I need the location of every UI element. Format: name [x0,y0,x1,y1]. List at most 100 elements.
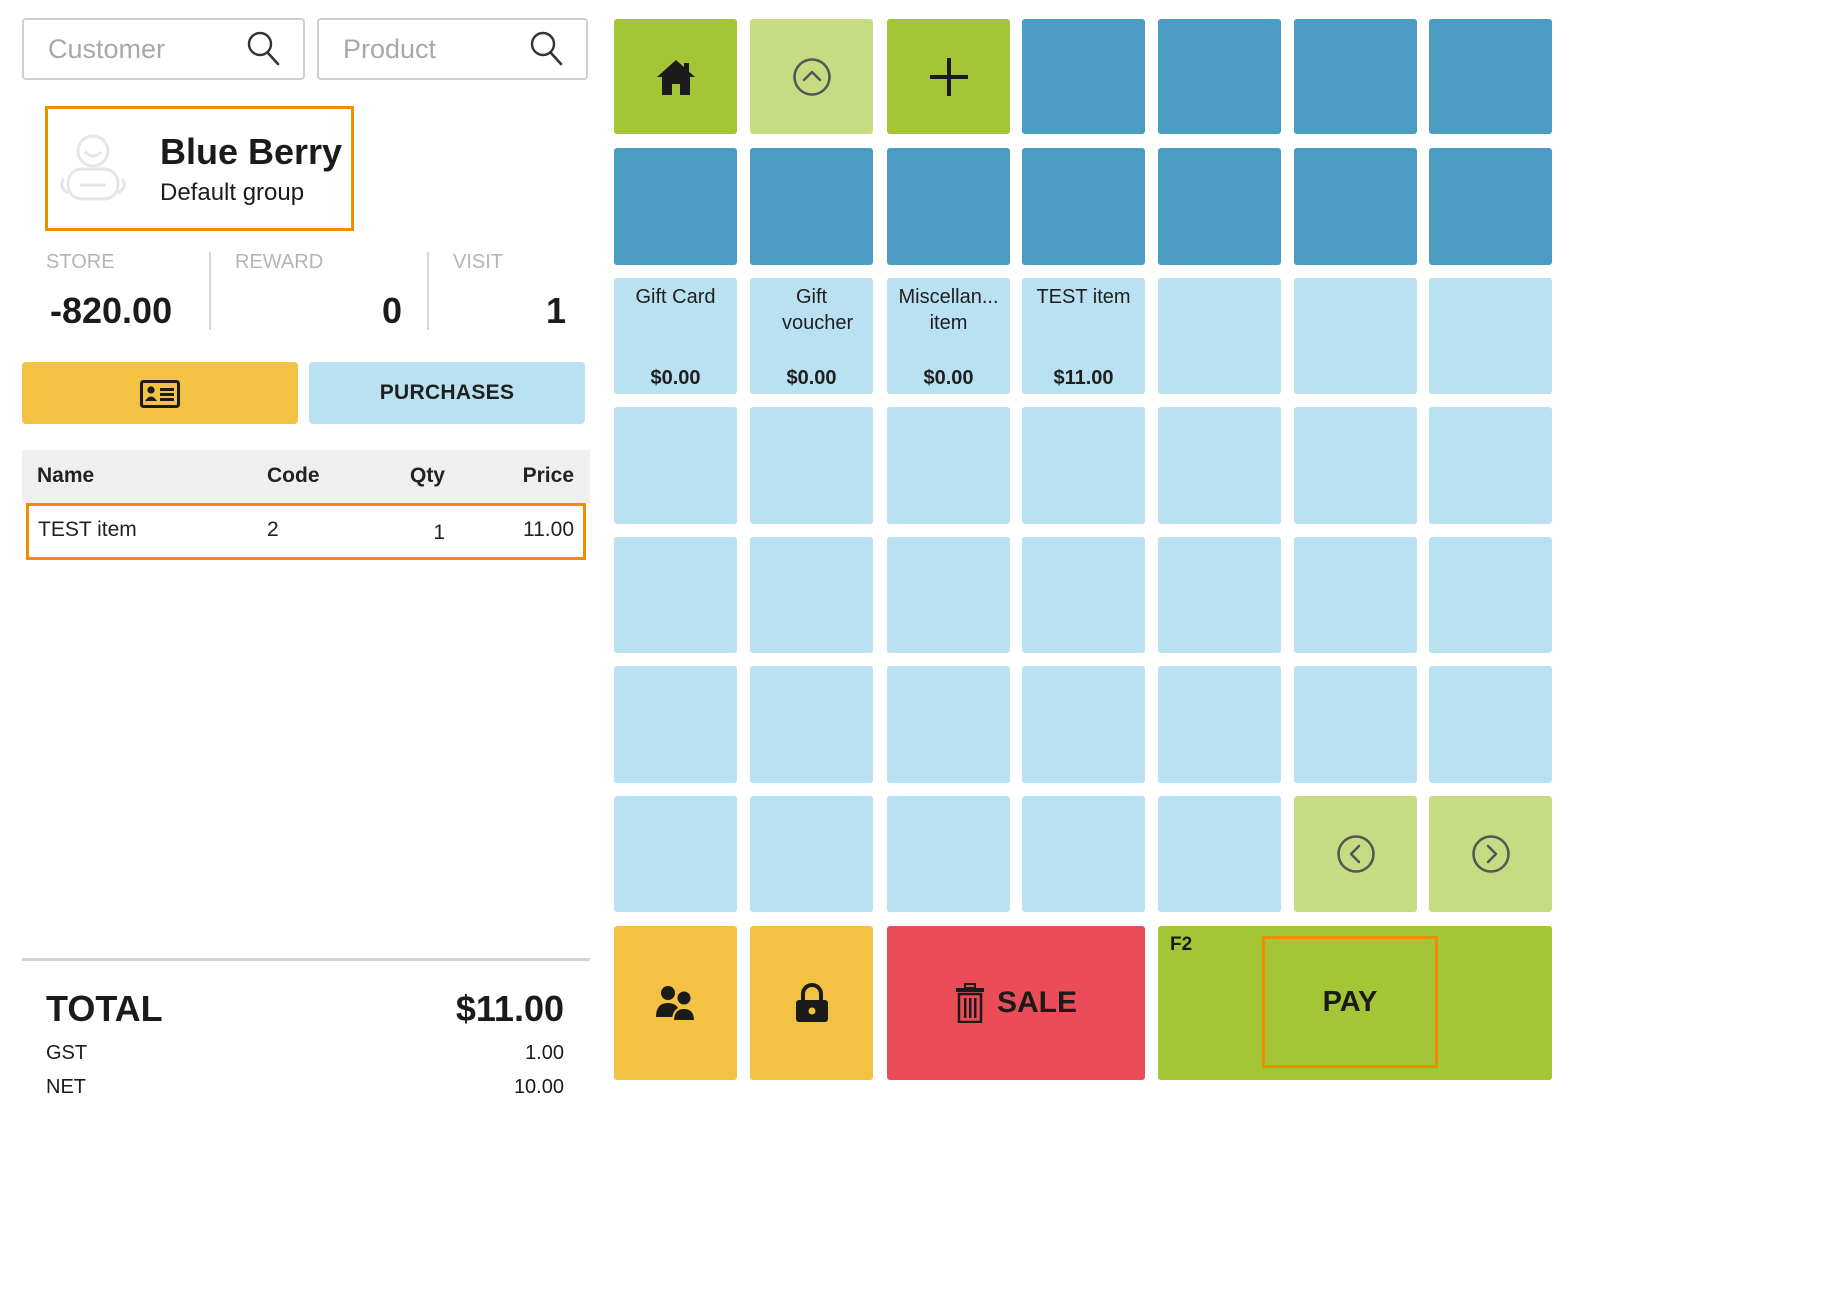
product-search-field[interactable]: Product [317,18,588,80]
empty-tile[interactable] [887,537,1010,653]
category-tile[interactable] [887,148,1010,265]
empty-tile[interactable] [1429,537,1552,653]
category-tile[interactable] [614,148,737,265]
empty-tile[interactable] [614,666,737,783]
customer-search-field[interactable]: Customer [22,18,305,80]
empty-tile[interactable] [750,666,873,783]
empty-tile[interactable] [750,537,873,653]
empty-tile[interactable] [614,407,737,524]
empty-tile[interactable] [614,796,737,912]
home-button[interactable] [614,19,737,134]
row-qty: 1 [433,521,445,544]
category-tile[interactable] [1294,19,1417,134]
empty-tile[interactable] [1429,666,1552,783]
customers-button[interactable] [614,926,737,1080]
pay-button[interactable]: F2 PAY [1158,926,1552,1080]
users-icon [655,986,696,1022]
lock-icon [795,983,828,1022]
col-code-header: Code [267,464,320,487]
empty-tile[interactable] [887,666,1010,783]
divider [209,252,211,330]
category-tile[interactable] [1022,148,1145,265]
up-level-button[interactable] [750,19,873,134]
empty-tile[interactable] [1158,407,1281,524]
pay-label: PAY [1322,986,1378,1018]
id-card-icon [140,380,180,408]
col-price-header: Price [522,464,574,487]
empty-tile[interactable] [1022,666,1145,783]
net-value: 10.00 [513,1076,564,1098]
empty-tile[interactable] [1294,537,1417,653]
search-icon[interactable] [530,31,564,67]
product-name: Miscellan... item [898,286,999,334]
col-qty-header: Qty [409,464,445,487]
product-name: Gift Card [635,286,716,308]
lock-button[interactable] [750,926,873,1080]
category-tile[interactable] [1294,148,1417,265]
customer-group: Default group [160,179,305,206]
visit-value: 1 [545,290,566,331]
divider [427,252,429,330]
customer-name: Blue Berry [160,131,343,172]
empty-tile[interactable] [1294,666,1417,783]
customer-card[interactable]: Blue Berry Default group [45,106,354,231]
cart-table-header: Name Code Qty Price [22,450,590,503]
empty-tile[interactable] [1429,407,1552,524]
net-label: NET [46,1076,86,1098]
reward-label: REWARD [235,251,324,273]
category-tile[interactable] [1429,19,1552,134]
trash-icon [955,983,984,1023]
empty-tile[interactable] [887,796,1010,912]
product-tile-miscellaneous-item[interactable]: Miscellan... item $0.00 [887,278,1010,394]
category-tile[interactable] [1158,19,1281,134]
empty-tile[interactable] [1022,407,1145,524]
empty-tile[interactable] [750,407,873,524]
add-button[interactable] [887,19,1010,134]
totals-divider [22,958,590,961]
customer-search-input[interactable]: Customer [48,34,166,64]
empty-tile[interactable] [1158,537,1281,653]
product-tile-gift-voucher[interactable]: Gift voucher $0.00 [750,278,873,394]
empty-tile[interactable] [750,796,873,912]
pay-highlight [1262,936,1438,1068]
product-name: Gift voucher [782,286,854,334]
empty-tile[interactable] [887,407,1010,524]
empty-tile[interactable] [1158,796,1281,912]
store-label: STORE [46,251,115,273]
empty-tile[interactable] [1294,407,1417,524]
customer-details-button[interactable] [22,362,298,424]
product-tile-test-item[interactable]: TEST item $11.00 [1022,278,1145,394]
total-value: $11.00 [455,988,564,1029]
gst-value: 1.00 [525,1042,564,1064]
product-tile-gift-card[interactable]: Gift Card $0.00 [614,278,737,394]
category-tile[interactable] [1158,148,1281,265]
empty-tile[interactable] [614,537,737,653]
search-icon[interactable] [247,31,281,67]
empty-tile[interactable] [1158,278,1281,394]
product-search-input[interactable]: Product [343,34,437,64]
product-price: $0.00 [650,367,701,389]
void-sale-button[interactable]: SALE [887,926,1145,1080]
empty-tile[interactable] [1022,537,1145,653]
reward-value: 0 [381,290,402,331]
empty-tile[interactable] [1429,278,1552,394]
previous-page-button[interactable] [1294,796,1417,912]
row-code: 2 [267,518,279,541]
sale-label: SALE [996,986,1077,1019]
next-page-button[interactable] [1429,796,1552,912]
category-tile[interactable] [1022,19,1145,134]
user-placeholder-icon [60,134,126,201]
table-row[interactable]: TEST item 2 1 11.00 [26,503,586,560]
category-tile[interactable] [750,148,873,265]
empty-tile[interactable] [1158,666,1281,783]
visit-label: VISIT [453,251,504,273]
col-name-header: Name [37,464,95,487]
chevron-up-icon [792,57,831,96]
gst-label: GST [46,1042,88,1064]
chevron-right-icon [1471,835,1510,873]
empty-tile[interactable] [1294,278,1417,394]
product-price: $11.00 [1053,367,1114,389]
category-tile[interactable] [1429,148,1552,265]
purchases-button[interactable]: PURCHASES [309,362,585,424]
empty-tile[interactable] [1022,796,1145,912]
